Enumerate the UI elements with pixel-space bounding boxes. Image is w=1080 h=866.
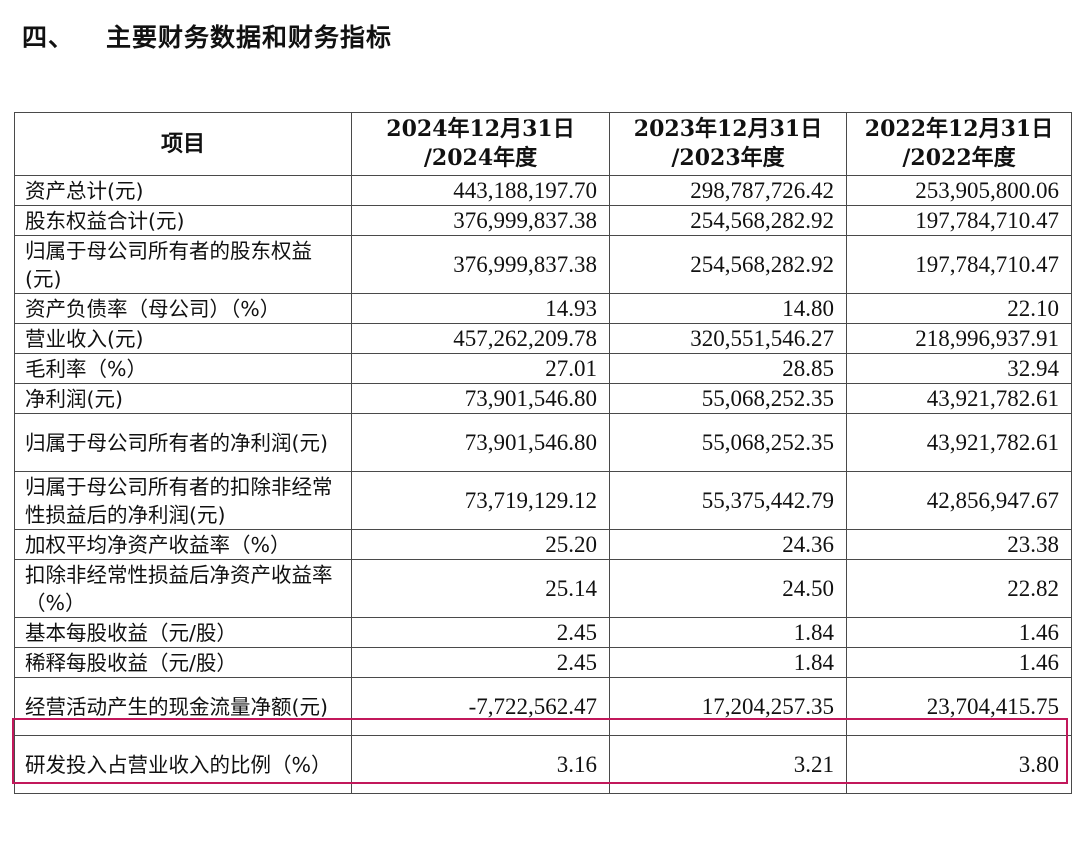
row-label: 营业收入(元)	[14, 323, 352, 354]
table-row: 扣除非经常性损益后净资产收益率（%） 25.14 24.50 22.82	[14, 559, 1072, 618]
cell-2023: 55,068,252.35	[609, 413, 847, 472]
cell-2023: 320,551,546.27	[609, 323, 847, 354]
cell-2023: 24.36	[609, 529, 847, 560]
table-row: 资产负债率（母公司）（%） 14.93 14.80 22.10	[14, 293, 1072, 324]
cell-2022: 32.94	[846, 353, 1072, 384]
cell-2022: 253,905,800.06	[846, 175, 1072, 206]
section-title: 主要财务数据和财务指标	[106, 23, 393, 52]
cell-2023: 14.80	[609, 293, 847, 324]
cell-2022: 42,856,947.67	[846, 471, 1072, 530]
row-label: 研发投入占营业收入的比例（%）	[14, 735, 352, 794]
cell-2024: 3.16	[351, 735, 610, 794]
table-row: 营业收入(元) 457,262,209.78 320,551,546.27 21…	[14, 323, 1072, 354]
table-row: 毛利率（%） 27.01 28.85 32.94	[14, 353, 1072, 384]
cell-2022: 218,996,937.91	[846, 323, 1072, 354]
table-row: 归属于母公司所有者的扣除非经常性损益后的净利润(元) 73,719,129.12…	[14, 471, 1072, 530]
cell-2024: 25.14	[351, 559, 610, 618]
cell-2023: 28.85	[609, 353, 847, 384]
cell-2024: 376,999,837.38	[351, 205, 610, 236]
section-number: 四、	[22, 23, 75, 52]
cell-2022: 43,921,782.61	[846, 413, 1072, 472]
cell-2024: 27.01	[351, 353, 610, 384]
table-row: 加权平均净资产收益率（%） 25.20 24.36 23.38	[14, 529, 1072, 560]
row-label: 归属于母公司所有者的净利润(元)	[14, 413, 352, 472]
table-row: 资产总计(元) 443,188,197.70 298,787,726.42 25…	[14, 175, 1072, 206]
cell-2023: 17,204,257.35	[609, 677, 847, 736]
cell-2023: 1.84	[609, 617, 847, 648]
cell-2023: 55,375,442.79	[609, 471, 847, 530]
cell-2024: 376,999,837.38	[351, 235, 610, 294]
cell-2023: 55,068,252.35	[609, 383, 847, 414]
header-2023: 2023年12月31日/2023年度	[609, 112, 847, 176]
row-label: 毛利率（%）	[14, 353, 352, 384]
row-label: 净利润(元)	[14, 383, 352, 414]
row-label: 基本每股收益（元/股）	[14, 617, 352, 648]
row-label: 稀释每股收益（元/股）	[14, 647, 352, 678]
table-row-highlighted: 经营活动产生的现金流量净额(元) -7,722,562.47 17,204,25…	[14, 677, 1072, 736]
table-header-row: 项目 2024年12月31日/2024年度 2023年12月31日/2023年度…	[14, 112, 1072, 176]
cell-2023: 1.84	[609, 647, 847, 678]
cell-2023: 24.50	[609, 559, 847, 618]
cell-2022: 197,784,710.47	[846, 205, 1072, 236]
row-label: 资产负债率（母公司）（%）	[14, 293, 352, 324]
table-row: 归属于母公司所有者的净利润(元) 73,901,546.80 55,068,25…	[14, 413, 1072, 472]
cell-2022: 3.80	[846, 735, 1072, 794]
cell-2022: 23.38	[846, 529, 1072, 560]
table-row: 归属于母公司所有者的股东权益(元) 376,999,837.38 254,568…	[14, 235, 1072, 294]
header-2022: 2022年12月31日/2022年度	[846, 112, 1072, 176]
header-2024: 2024年12月31日/2024年度	[351, 112, 610, 176]
cell-2024: 457,262,209.78	[351, 323, 610, 354]
cell-2024: 14.93	[351, 293, 610, 324]
row-label: 加权平均净资产收益率（%）	[14, 529, 352, 560]
cell-2024: 2.45	[351, 647, 610, 678]
cell-2023: 254,568,282.92	[609, 235, 847, 294]
cell-2022: 22.82	[846, 559, 1072, 618]
cell-2023: 254,568,282.92	[609, 205, 847, 236]
cell-2022: 1.46	[846, 647, 1072, 678]
cell-2022: 1.46	[846, 617, 1072, 648]
cell-2024: 73,901,546.80	[351, 383, 610, 414]
section-heading: 四、 主要财务数据和财务指标	[22, 18, 392, 54]
cell-2022: 22.10	[846, 293, 1072, 324]
row-label: 扣除非经常性损益后净资产收益率（%）	[14, 559, 352, 618]
table-row: 股东权益合计(元) 376,999,837.38 254,568,282.92 …	[14, 205, 1072, 236]
table-row: 基本每股收益（元/股） 2.45 1.84 1.46	[14, 617, 1072, 648]
row-label: 归属于母公司所有者的扣除非经常性损益后的净利润(元)	[14, 471, 352, 530]
cell-2024: 25.20	[351, 529, 610, 560]
table-row: 稀释每股收益（元/股） 2.45 1.84 1.46	[14, 647, 1072, 678]
financial-data-table: 项目 2024年12月31日/2024年度 2023年12月31日/2023年度…	[14, 112, 1072, 794]
cell-2023: 298,787,726.42	[609, 175, 847, 206]
cell-2022: 197,784,710.47	[846, 235, 1072, 294]
row-label: 股东权益合计(元)	[14, 205, 352, 236]
row-label: 经营活动产生的现金流量净额(元)	[14, 677, 352, 736]
cell-2024: 2.45	[351, 617, 610, 648]
cell-2022: 23,704,415.75	[846, 677, 1072, 736]
cell-2024: 73,901,546.80	[351, 413, 610, 472]
cell-2024: -7,722,562.47	[351, 677, 610, 736]
row-label: 资产总计(元)	[14, 175, 352, 206]
cell-2023: 3.21	[609, 735, 847, 794]
cell-2024: 443,188,197.70	[351, 175, 610, 206]
header-item: 项目	[14, 112, 352, 176]
cell-2022: 43,921,782.61	[846, 383, 1072, 414]
row-label: 归属于母公司所有者的股东权益(元)	[14, 235, 352, 294]
cell-2024: 73,719,129.12	[351, 471, 610, 530]
table-row: 净利润(元) 73,901,546.80 55,068,252.35 43,92…	[14, 383, 1072, 414]
table-row: 研发投入占营业收入的比例（%） 3.16 3.21 3.80	[14, 735, 1072, 794]
